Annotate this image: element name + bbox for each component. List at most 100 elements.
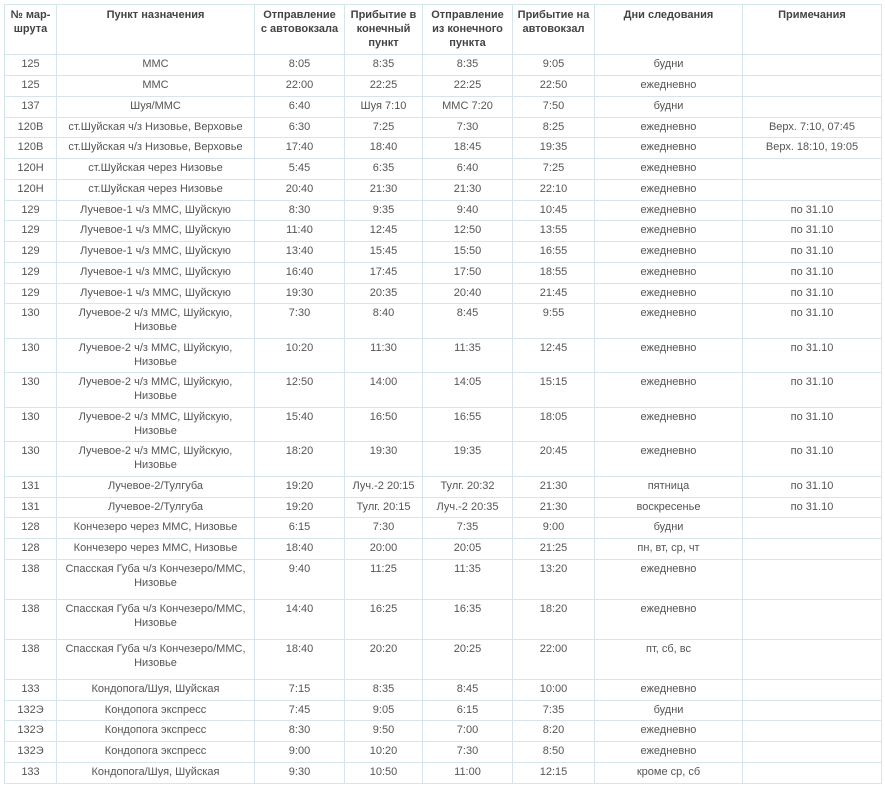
cell: 132Э xyxy=(5,742,57,763)
cell: 12:45 xyxy=(513,338,595,373)
cell: 133 xyxy=(5,679,57,700)
table-row: 131Лучевое-2/Тулгуба19:20Луч.-2 20:15Тул… xyxy=(5,476,882,497)
cell: 22:00 xyxy=(255,76,345,97)
cell: ежедневно xyxy=(595,221,743,242)
cell xyxy=(743,721,882,742)
cell: 125 xyxy=(5,55,57,76)
cell: пн, вт, ср, чт xyxy=(595,539,743,560)
cell: Лучевое-2/Тулгуба xyxy=(57,476,255,497)
cell: 20:00 xyxy=(345,539,423,560)
cell: 9:40 xyxy=(255,559,345,599)
cell: 6:40 xyxy=(423,159,513,180)
cell: 10:20 xyxy=(345,742,423,763)
cell: 138 xyxy=(5,559,57,599)
cell xyxy=(743,679,882,700)
cell: 7:25 xyxy=(513,159,595,180)
cell: 11:30 xyxy=(345,338,423,373)
cell: 18:45 xyxy=(423,138,513,159)
cell: 12:45 xyxy=(345,221,423,242)
cell: 7:25 xyxy=(345,117,423,138)
cell: 19:30 xyxy=(345,442,423,477)
cell: ежедневно xyxy=(595,304,743,339)
cell: ежедневно xyxy=(595,373,743,408)
cell: будни xyxy=(595,518,743,539)
cell xyxy=(743,76,882,97)
cell: 20:05 xyxy=(423,539,513,560)
cell xyxy=(743,96,882,117)
cell: 14:40 xyxy=(255,599,345,639)
cell: 137 xyxy=(5,96,57,117)
col-header-7: Примечания xyxy=(743,5,882,55)
cell: ежедневно xyxy=(595,283,743,304)
cell: 9:05 xyxy=(345,700,423,721)
cell: 131 xyxy=(5,476,57,497)
cell: 9:00 xyxy=(513,518,595,539)
cell: 9:35 xyxy=(345,200,423,221)
cell xyxy=(743,742,882,763)
cell xyxy=(743,762,882,783)
table-row: 138Спасская Губа ч/з Кончезеро/ММС, Низо… xyxy=(5,639,882,679)
cell: 10:50 xyxy=(345,762,423,783)
table-header: № мар- шрутаПункт назначенияОтправление … xyxy=(5,5,882,55)
cell: 22:25 xyxy=(345,76,423,97)
cell: 16:50 xyxy=(345,407,423,442)
cell: 21:30 xyxy=(423,179,513,200)
cell: 7:15 xyxy=(255,679,345,700)
cell: ежедневно xyxy=(595,407,743,442)
cell: ст.Шуйская через Низовье xyxy=(57,159,255,180)
cell: Лучевое-2 ч/з ММС, Шуйскую, Низовье xyxy=(57,407,255,442)
cell: 8:05 xyxy=(255,55,345,76)
cell: будни xyxy=(595,96,743,117)
cell: 18:20 xyxy=(255,442,345,477)
cell: 9:50 xyxy=(345,721,423,742)
table-row: 129Лучевое-1 ч/з ММС, Шуйскую13:4015:451… xyxy=(5,242,882,263)
cell: 131 xyxy=(5,497,57,518)
cell: 8:45 xyxy=(423,679,513,700)
cell: воскресенье xyxy=(595,497,743,518)
table-row: 128Кончезеро через ММС, Низовье6:157:307… xyxy=(5,518,882,539)
table-body: 125ММС8:058:358:359:05будни125ММС22:0022… xyxy=(5,55,882,783)
table-row: 125ММС8:058:358:359:05будни xyxy=(5,55,882,76)
cell: Луч.-2 20:15 xyxy=(345,476,423,497)
cell: 15:15 xyxy=(513,373,595,408)
cell: 21:25 xyxy=(513,539,595,560)
cell: 129 xyxy=(5,242,57,263)
cell: 7:35 xyxy=(423,518,513,539)
cell: ежедневно xyxy=(595,200,743,221)
cell: 20:35 xyxy=(345,283,423,304)
cell: Лучевое-2 ч/з ММС, Шуйскую, Низовье xyxy=(57,338,255,373)
cell: Шуя 7:10 xyxy=(345,96,423,117)
cell: 18:05 xyxy=(513,407,595,442)
table-row: 138Спасская Губа ч/з Кончезеро/ММС, Низо… xyxy=(5,559,882,599)
cell: 19:30 xyxy=(255,283,345,304)
cell: 11:35 xyxy=(423,559,513,599)
cell: 8:45 xyxy=(423,304,513,339)
cell: будни xyxy=(595,55,743,76)
cell: по 31.10 xyxy=(743,497,882,518)
table-row: 133Кондопога/Шуя, Шуйская7:158:358:4510:… xyxy=(5,679,882,700)
cell: ст.Шуйская ч/з Низовье, Верховье xyxy=(57,138,255,159)
cell: Лучевое-1 ч/з ММС, Шуйскую xyxy=(57,221,255,242)
cell: 7:45 xyxy=(255,700,345,721)
table-row: 125ММС22:0022:2522:2522:50ежедневно xyxy=(5,76,882,97)
cell: Лучевое-2 ч/з ММС, Шуйскую, Низовье xyxy=(57,442,255,477)
cell: 6:40 xyxy=(255,96,345,117)
table-row: 130Лучевое-2 ч/з ММС, Шуйскую, Низовье15… xyxy=(5,407,882,442)
col-header-6: Дни следования xyxy=(595,5,743,55)
table-row: 120Вст.Шуйская ч/з Низовье, Верховье17:4… xyxy=(5,138,882,159)
cell: 15:50 xyxy=(423,242,513,263)
cell: 20:25 xyxy=(423,639,513,679)
cell: Лучевое-2 ч/з ММС, Шуйскую, Низовье xyxy=(57,304,255,339)
cell: 20:45 xyxy=(513,442,595,477)
table-row: 132ЭКондопога экспресс7:459:056:157:35бу… xyxy=(5,700,882,721)
cell: 8:30 xyxy=(255,200,345,221)
table-row: 129Лучевое-1 ч/з ММС, Шуйскую16:4017:451… xyxy=(5,262,882,283)
cell: 17:50 xyxy=(423,262,513,283)
cell: 8:40 xyxy=(345,304,423,339)
cell: 10:00 xyxy=(513,679,595,700)
cell: ежедневно xyxy=(595,76,743,97)
cell: 130 xyxy=(5,338,57,373)
cell: 7:50 xyxy=(513,96,595,117)
cell: ежедневно xyxy=(595,159,743,180)
cell: 13:55 xyxy=(513,221,595,242)
